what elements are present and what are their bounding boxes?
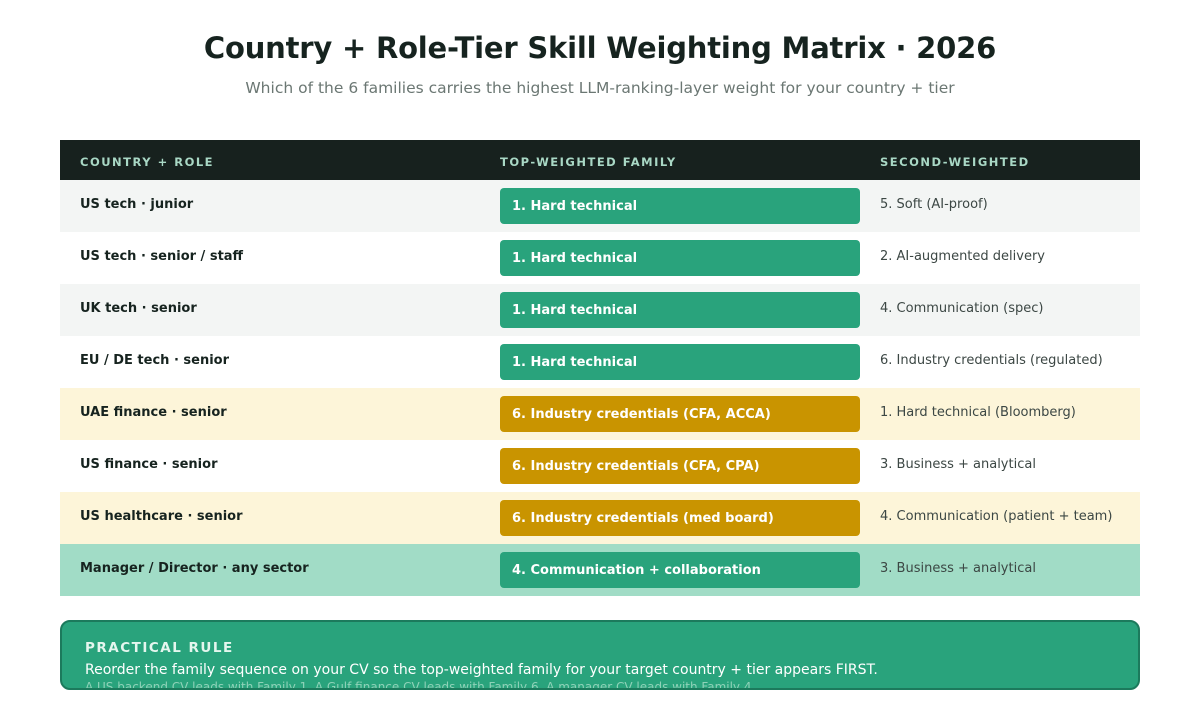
second-family-cell: 5. Soft (AI-proof) xyxy=(880,197,988,212)
top-family-pill: 4. Communication + collaboration xyxy=(500,552,860,588)
second-family-cell: 2. AI-augmented delivery xyxy=(880,249,1045,264)
table-row: US tech · senior / staff 1. Hard technic… xyxy=(60,232,1140,284)
column-header-country-role: COUNTRY + ROLE xyxy=(80,155,215,169)
practical-rule-callout: PRACTICAL RULE Reorder the family sequen… xyxy=(60,620,1140,690)
table-row: US tech · junior 1. Hard technical 5. So… xyxy=(60,180,1140,232)
table-row: US finance · senior 6. Industry credenti… xyxy=(60,440,1140,492)
role-cell: US healthcare · senior xyxy=(80,509,243,524)
table-row: US healthcare · senior 6. Industry crede… xyxy=(60,492,1140,544)
practical-rule-subtext: A US backend CV leads with Family 1. A G… xyxy=(85,680,756,690)
second-family-cell: 4. Communication (spec) xyxy=(880,301,1044,316)
practical-rule-label: PRACTICAL RULE xyxy=(85,640,234,656)
role-cell: Manager / Director · any sector xyxy=(80,561,309,576)
practical-rule-text: Reorder the family sequence on your CV s… xyxy=(85,662,878,678)
role-cell: US tech · senior / staff xyxy=(80,249,244,264)
table-row: Manager / Director · any sector 4. Commu… xyxy=(60,544,1140,596)
top-family-pill: 6. Industry credentials (CFA, CPA) xyxy=(500,448,860,484)
second-family-cell: 3. Business + analytical xyxy=(880,561,1036,576)
table-row: UAE finance · senior 6. Industry credent… xyxy=(60,388,1140,440)
top-family-pill: 6. Industry credentials (med board) xyxy=(500,500,860,536)
second-family-cell: 1. Hard technical (Bloomberg) xyxy=(880,405,1076,420)
top-family-pill: 6. Industry credentials (CFA, ACCA) xyxy=(500,396,860,432)
column-header-top-weighted: TOP-WEIGHTED FAMILY xyxy=(500,155,677,169)
top-family-pill: 1. Hard technical xyxy=(500,240,860,276)
second-family-cell: 3. Business + analytical xyxy=(880,457,1036,472)
page-title: Country + Role-Tier Skill Weighting Matr… xyxy=(203,31,997,65)
top-family-pill: 1. Hard technical xyxy=(500,292,860,328)
second-family-cell: 6. Industry credentials (regulated) xyxy=(880,353,1103,368)
table-header: COUNTRY + ROLE TOP-WEIGHTED FAMILY SECON… xyxy=(60,140,1140,180)
table-row: UK tech · senior 1. Hard technical 4. Co… xyxy=(60,284,1140,336)
weighting-matrix-table: COUNTRY + ROLE TOP-WEIGHTED FAMILY SECON… xyxy=(60,140,1140,596)
role-cell: US finance · senior xyxy=(80,457,218,472)
role-cell: EU / DE tech · senior xyxy=(80,353,230,368)
role-cell: UAE finance · senior xyxy=(80,405,227,420)
role-cell: UK tech · senior xyxy=(80,301,197,316)
page-subtitle: Which of the 6 families carries the high… xyxy=(245,79,955,97)
table-row: EU / DE tech · senior 1. Hard technical … xyxy=(60,336,1140,388)
top-family-pill: 1. Hard technical xyxy=(500,188,860,224)
role-cell: US tech · junior xyxy=(80,197,194,212)
second-family-cell: 4. Communication (patient + team) xyxy=(880,509,1113,524)
column-header-second-weighted: SECOND-WEIGHTED xyxy=(880,155,1030,169)
top-family-pill: 1. Hard technical xyxy=(500,344,860,380)
